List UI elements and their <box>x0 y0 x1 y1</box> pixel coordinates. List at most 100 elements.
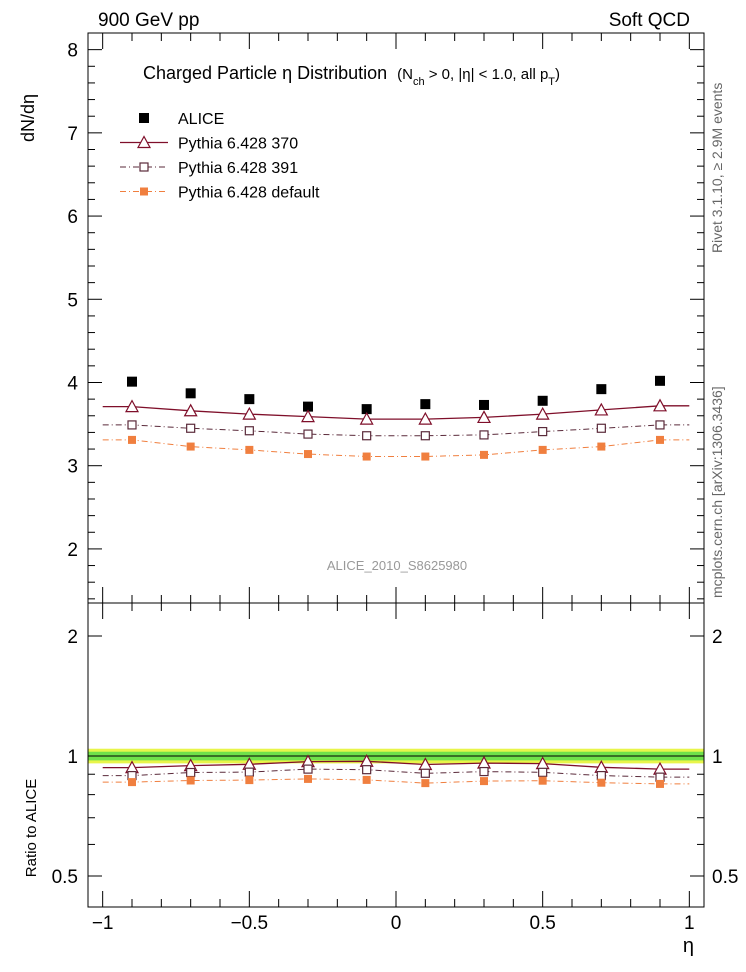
point-p391 <box>596 423 606 433</box>
ratio-y-tick-label: 2 <box>67 627 78 648</box>
series-line-pdef <box>102 439 690 457</box>
point-p391 <box>479 430 489 440</box>
x-tick-label: 0.5 <box>529 913 555 934</box>
y-tick-label: 6 <box>67 207 78 228</box>
x-tick-label: 0 <box>391 913 402 934</box>
ratio-point-pdef <box>362 775 371 784</box>
point-alice <box>244 394 255 405</box>
point-pdef <box>597 442 606 451</box>
series-pdef <box>102 435 690 461</box>
ratio-line-p370 <box>102 760 690 770</box>
point-pdef <box>656 435 664 444</box>
series-line-p391 <box>102 424 690 437</box>
ratio-ylabel: Ratio to ALICE <box>23 779 40 877</box>
ratio-point-p391 <box>596 770 606 781</box>
point-p391 <box>186 423 196 433</box>
ratio-point-p391 <box>362 765 372 775</box>
ratio-point-p391 <box>303 764 313 774</box>
point-pdef <box>304 450 312 459</box>
ratio-point-pdef <box>480 777 488 786</box>
legend-label: Pythia 6.428 391 <box>178 160 298 177</box>
series-p391 <box>102 420 690 441</box>
point-p391 <box>244 426 254 436</box>
point-p391 <box>127 420 137 430</box>
ratio-series-p391 <box>102 764 690 782</box>
point-pdef <box>186 442 195 451</box>
legend: ALICE Pythia 6.428 370 Pythia 6.428 391 Pyt… <box>120 111 320 202</box>
legend-label: Pythia 6.428 default <box>178 185 320 202</box>
point-p370 <box>359 411 374 425</box>
ratio-point-p391 <box>244 767 254 777</box>
ratio-y-tick-label-right: 2 <box>712 627 723 648</box>
ratio-point-pdef <box>128 778 136 787</box>
main-panel: 2 3 4 5 6 7 8 <box>67 32 705 604</box>
y-tick-label: 3 <box>67 457 78 478</box>
point-alice <box>596 384 607 395</box>
main-ylabel: dN/dη <box>18 94 38 142</box>
point-p391 <box>655 420 665 430</box>
point-pdef <box>480 450 488 459</box>
ratio-line-pdef <box>102 778 690 785</box>
point-p391 <box>362 431 372 441</box>
point-p370 <box>183 403 198 417</box>
ratio-point-pdef <box>304 774 312 783</box>
ratio-point-pdef <box>656 779 664 788</box>
x-tick-label: 1 <box>684 913 695 934</box>
legend-item-p391: Pythia 6.428 391 <box>120 160 298 177</box>
series-p370 <box>102 398 690 425</box>
legend-marker <box>139 162 149 172</box>
ratio-point-pdef <box>186 776 195 785</box>
legend-marker <box>136 135 152 149</box>
ratio-point-p391 <box>186 767 196 778</box>
point-p391 <box>538 426 548 437</box>
y-tick-label: 4 <box>67 373 78 394</box>
point-p370 <box>476 410 492 424</box>
point-alice <box>420 399 431 410</box>
point-pdef <box>128 435 136 444</box>
point-p370 <box>300 409 316 423</box>
point-pdef <box>245 445 254 454</box>
x-tick-label: −1 <box>92 913 114 934</box>
point-alice <box>479 399 489 410</box>
title-main: Charged Particle η Distribution <box>143 63 387 83</box>
legend-item-alice: ALICE <box>139 111 224 128</box>
ratio-line-p391 <box>102 768 690 778</box>
point-p391 <box>420 431 430 441</box>
x-tick-label: −0.5 <box>231 913 269 934</box>
y-tick-label: 5 <box>67 290 78 311</box>
ratio-point-pdef <box>245 776 254 785</box>
ratio-point-pdef <box>597 778 606 787</box>
legend-item-pdef: Pythia 6.428 default <box>120 185 320 202</box>
ratio-y-tick-label-right: 0.5 <box>712 867 738 888</box>
legend-item-p370: Pythia 6.428 370 <box>120 135 298 153</box>
point-pdef <box>421 452 430 461</box>
point-alice <box>127 376 137 387</box>
legend-marker <box>140 187 148 196</box>
y-tick-label: 8 <box>67 41 78 62</box>
ratio-point-p391 <box>538 767 548 777</box>
point-p370 <box>418 411 433 425</box>
legend-label: ALICE <box>178 111 224 128</box>
y-tick-label: 2 <box>67 540 78 561</box>
point-pdef <box>362 452 371 461</box>
ratio-point-p391 <box>479 766 489 777</box>
x-axis-label: η <box>683 935 694 957</box>
ratio-panel: 0.5 0.5 1 1 2 2 −1 −0.5 0 0.5 1 <box>52 602 738 934</box>
point-p370 <box>652 398 668 412</box>
mcplots-label: mcplots.cern.ch [arXiv:1306.3436] <box>709 386 725 598</box>
point-p370 <box>594 402 609 416</box>
header-left: 900 GeV pp <box>98 10 199 31</box>
point-alice <box>185 388 196 399</box>
ratio-y-tick-label: 0.5 <box>52 867 78 888</box>
point-alice <box>361 404 372 415</box>
series-line-p370 <box>102 405 690 420</box>
series-alice <box>127 375 665 415</box>
point-p391 <box>303 429 313 439</box>
point-alice <box>655 375 665 386</box>
point-p370 <box>124 399 140 413</box>
point-alice <box>303 401 313 412</box>
point-p370 <box>535 406 550 420</box>
legend-label: Pythia 6.428 370 <box>178 136 298 153</box>
point-alice <box>537 395 548 406</box>
point-pdef <box>538 445 547 454</box>
